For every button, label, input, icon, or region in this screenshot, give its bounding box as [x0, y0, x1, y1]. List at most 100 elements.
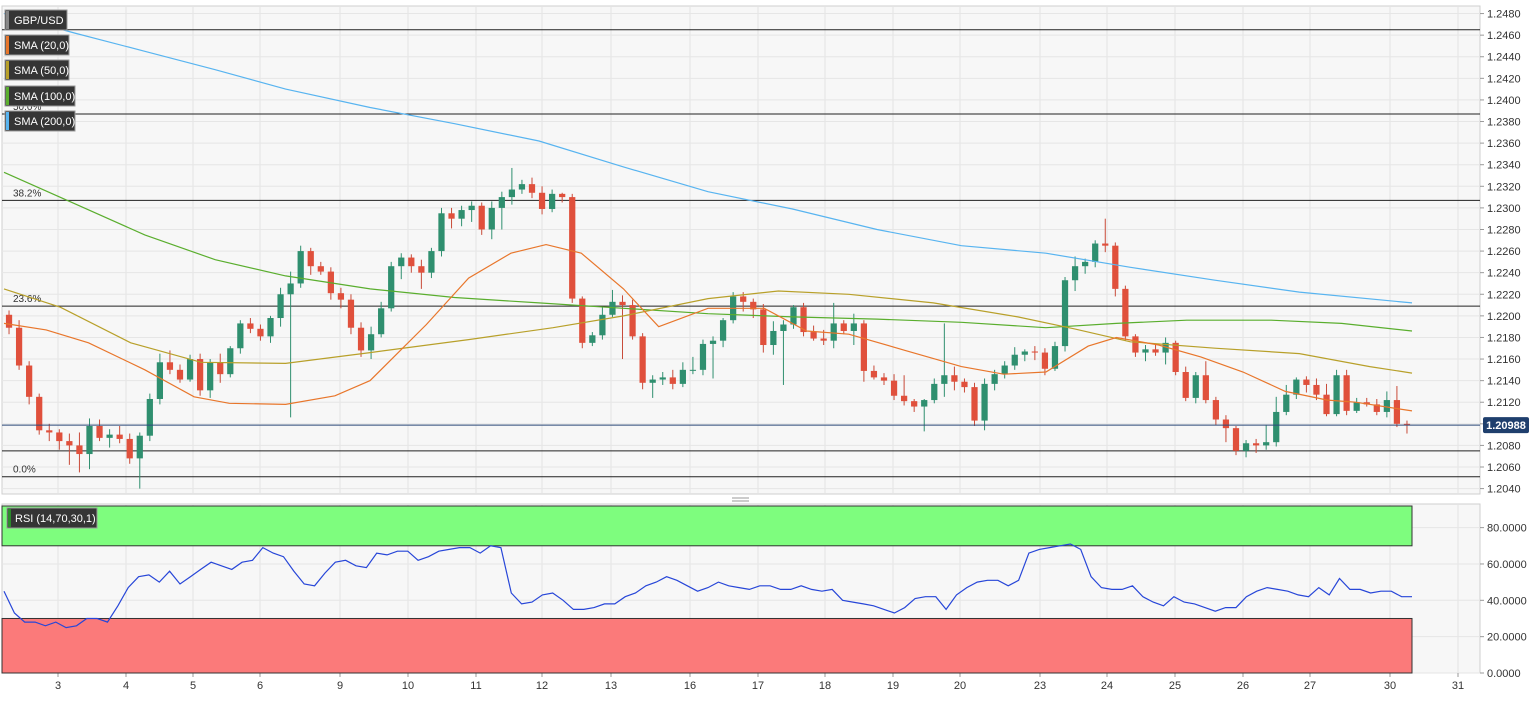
- candle[interactable]: [357, 322, 365, 357]
- candle[interactable]: [1393, 386, 1401, 428]
- candle[interactable]: [780, 320, 787, 385]
- candle[interactable]: [367, 326, 375, 360]
- candle[interactable]: [46, 423, 53, 442]
- candle[interactable]: [428, 247, 435, 279]
- candle[interactable]: [921, 398, 928, 432]
- candle[interactable]: [719, 318, 727, 348]
- legend-item[interactable]: SMA (100,0): [4, 85, 76, 107]
- candle[interactable]: [66, 433, 73, 465]
- legend-item[interactable]: SMA (20,0): [4, 34, 70, 56]
- candle[interactable]: [1031, 346, 1038, 361]
- legend-item[interactable]: GBP/USD: [4, 9, 68, 31]
- candle[interactable]: [1263, 424, 1270, 450]
- candle[interactable]: [277, 287, 284, 327]
- candle[interactable]: [217, 353, 224, 383]
- candle[interactable]: [971, 382, 978, 426]
- candle[interactable]: [15, 320, 23, 370]
- candle[interactable]: [1162, 337, 1169, 365]
- candle[interactable]: [1293, 377, 1300, 399]
- candle[interactable]: [961, 378, 968, 393]
- candle[interactable]: [649, 375, 656, 398]
- candle[interactable]: [1283, 384, 1290, 416]
- candle[interactable]: [1132, 334, 1139, 357]
- candle[interactable]: [5, 310, 13, 335]
- candle[interactable]: [1092, 240, 1099, 268]
- candle[interactable]: [629, 299, 636, 340]
- candle[interactable]: [589, 332, 596, 347]
- candle[interactable]: [106, 429, 113, 448]
- candle[interactable]: [86, 418, 93, 470]
- candle[interactable]: [1273, 396, 1280, 447]
- candle[interactable]: [267, 315, 274, 343]
- candle[interactable]: [1232, 425, 1240, 456]
- candle[interactable]: [860, 320, 868, 382]
- candle[interactable]: [196, 353, 204, 396]
- candle[interactable]: [518, 179, 526, 194]
- candle[interactable]: [418, 259, 425, 289]
- candle[interactable]: [1212, 396, 1220, 425]
- candle[interactable]: [227, 346, 234, 378]
- candle[interactable]: [619, 295, 626, 360]
- candle[interactable]: [146, 393, 153, 442]
- candle[interactable]: [679, 362, 686, 388]
- candle[interactable]: [156, 353, 164, 405]
- candle[interactable]: [388, 261, 395, 312]
- candle[interactable]: [317, 261, 324, 275]
- candle[interactable]: [508, 167, 516, 205]
- candle[interactable]: [1192, 372, 1199, 404]
- candle[interactable]: [237, 320, 244, 354]
- candle[interactable]: [1061, 276, 1069, 352]
- candle[interactable]: [639, 333, 646, 390]
- candle[interactable]: [1403, 420, 1411, 434]
- candle[interactable]: [911, 398, 918, 412]
- candle[interactable]: [76, 432, 83, 473]
- candle[interactable]: [840, 320, 847, 335]
- legend-item[interactable]: SMA (200,0): [4, 110, 76, 132]
- pane-resize-handle[interactable]: [732, 497, 749, 502]
- candle[interactable]: [337, 287, 345, 309]
- candle[interactable]: [36, 393, 43, 435]
- candle[interactable]: [176, 364, 184, 383]
- candle[interactable]: [559, 192, 566, 203]
- candle[interactable]: [1303, 376, 1310, 393]
- candle[interactable]: [136, 432, 143, 489]
- candle[interactable]: [257, 324, 264, 341]
- candle[interactable]: [599, 307, 606, 340]
- candle[interactable]: [609, 289, 616, 317]
- candle[interactable]: [488, 201, 495, 240]
- candle[interactable]: [96, 419, 103, 442]
- candle[interactable]: [207, 359, 214, 398]
- candle[interactable]: [760, 303, 767, 353]
- candle[interactable]: [1071, 256, 1079, 292]
- candle[interactable]: [770, 321, 777, 355]
- candle[interactable]: [1202, 361, 1209, 404]
- candle[interactable]: [1373, 398, 1380, 416]
- candle[interactable]: [1252, 438, 1260, 453]
- candle[interactable]: [116, 425, 123, 444]
- candle[interactable]: [458, 205, 465, 227]
- candle[interactable]: [1172, 340, 1179, 376]
- candle[interactable]: [1122, 285, 1129, 341]
- candle[interactable]: [166, 350, 174, 375]
- rsi-legend[interactable]: RSI (14,70,30,1): [6, 507, 98, 529]
- candle[interactable]: [931, 378, 938, 404]
- candle[interactable]: [378, 301, 385, 338]
- candle[interactable]: [468, 201, 475, 222]
- candle[interactable]: [880, 373, 888, 385]
- candle[interactable]: [1383, 391, 1390, 418]
- candle[interactable]: [1112, 242, 1119, 297]
- candle[interactable]: [287, 271, 294, 418]
- candle[interactable]: [900, 375, 908, 406]
- candle[interactable]: [1041, 348, 1049, 376]
- candle[interactable]: [1242, 440, 1250, 458]
- candle[interactable]: [26, 361, 33, 405]
- candle[interactable]: [890, 374, 898, 401]
- candle[interactable]: [1102, 218, 1109, 253]
- candle[interactable]: [1182, 366, 1189, 402]
- candle[interactable]: [669, 369, 676, 390]
- candle[interactable]: [1313, 378, 1320, 401]
- candle[interactable]: [941, 323, 948, 397]
- candle[interactable]: [528, 177, 536, 199]
- candle[interactable]: [538, 186, 546, 215]
- candle[interactable]: [1333, 369, 1340, 417]
